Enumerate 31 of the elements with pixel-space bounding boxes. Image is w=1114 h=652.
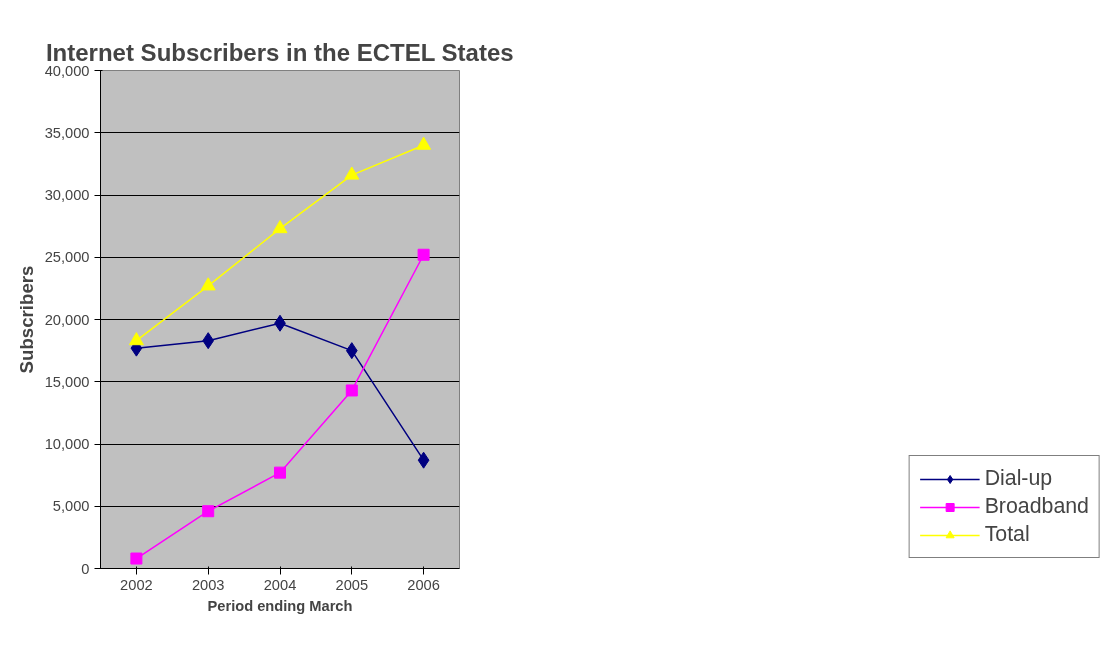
y-tick-label: 20,000 [44, 311, 90, 328]
point [130, 552, 143, 565]
point [345, 384, 358, 397]
y-tick-label: 5,000 [52, 498, 90, 515]
legend-label: Dial-up [984, 466, 1053, 491]
x-tick-label: 2003 [191, 576, 225, 593]
x-tick-label: 2005 [335, 576, 369, 593]
point [274, 466, 286, 479]
x-axis-title: Period ending March [207, 597, 353, 614]
legend-label: Total [984, 522, 1030, 547]
point [417, 451, 430, 469]
point [344, 166, 360, 180]
point [200, 277, 216, 291]
x-tick-label: 2006 [407, 576, 440, 593]
y-tick-label: 0 [81, 560, 90, 577]
point [272, 220, 288, 234]
point [416, 136, 432, 150]
point [202, 505, 215, 518]
point [417, 248, 430, 261]
y-tick-label: 15,000 [44, 373, 90, 390]
point [128, 332, 144, 346]
x-tick-label: 2002 [120, 576, 153, 593]
point [202, 332, 215, 350]
y-tick-label: 35,000 [44, 124, 90, 141]
y-axis-title: Subscribers [15, 265, 37, 374]
y-tick-label: 30,000 [44, 187, 90, 203]
y-tick-label: 25,000 [44, 249, 90, 266]
legend-label: Broadband [984, 494, 1089, 519]
y-tick-label: 10,000 [44, 436, 90, 452]
x-tick-label: 2004 [263, 576, 297, 593]
point [345, 342, 358, 360]
